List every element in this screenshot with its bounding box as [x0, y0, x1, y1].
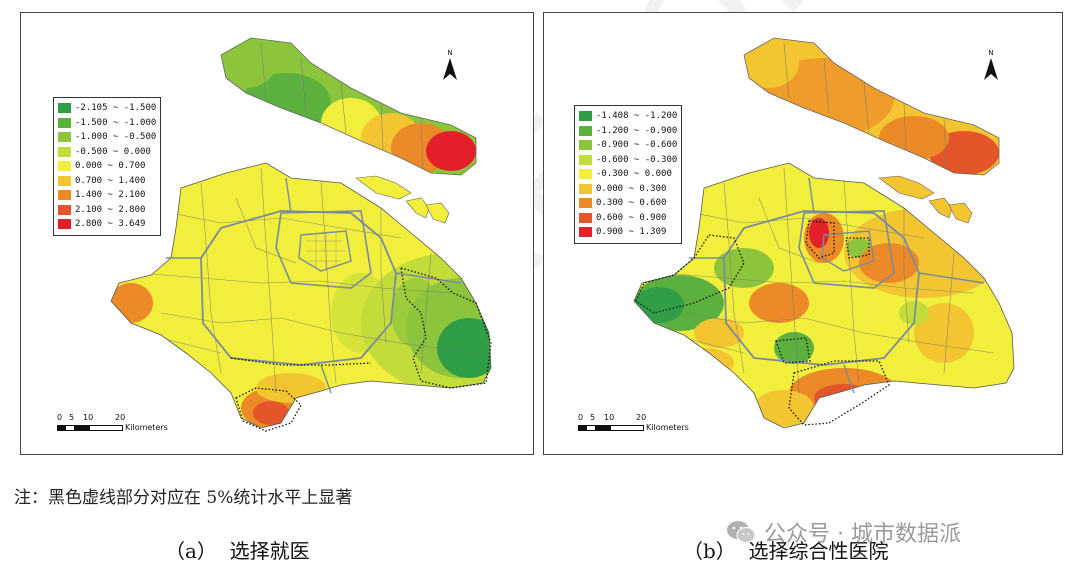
figure-note: 注：黑色虚线部分对应在 5%统计水平上显著: [14, 488, 353, 508]
north-label: N: [988, 49, 994, 57]
scale-tick: 5: [69, 413, 75, 422]
wechat-label: 公众号 · 城市数据派: [764, 522, 961, 547]
legend-row: -1.500 ~ -1.000: [58, 116, 156, 131]
north-arrow-icon: [443, 58, 457, 80]
legend-swatch: [579, 140, 592, 151]
legend-row: 2.100 ~ 2.800: [58, 203, 156, 218]
legend-label: 0.600 ~ 0.900: [596, 212, 667, 223]
legend-swatch: [58, 219, 71, 230]
wechat-source: 公众号 · 城市数据派: [726, 516, 961, 548]
legend-label: 0.000 ~ 0.700: [75, 161, 146, 172]
legend-label: -1.000 ~ -0.500: [75, 132, 157, 143]
legend-row: -1.000 ~ -0.500: [58, 130, 156, 145]
legend-row: -0.500 ~ 0.000: [58, 145, 156, 160]
legend-label: 0.700 ~ 1.400: [75, 175, 146, 186]
north-arrow: N: [982, 49, 1000, 80]
scale-bar-graphic: [578, 424, 644, 431]
map-b: [633, 37, 1015, 429]
legend-swatch: [58, 175, 71, 186]
legend-label: -0.500 ~ 0.000: [75, 146, 151, 157]
caption-b: （b） 选择综合性医院: [683, 539, 889, 563]
legend-label: -0.900 ~ -0.600: [596, 140, 678, 151]
scale-bar: 0 5 10 20 Kilometers: [578, 413, 698, 432]
scale-tick: 10: [604, 413, 615, 422]
legend-row: 0.000 ~ 0.300: [579, 182, 677, 197]
legend-swatch: [58, 117, 71, 128]
legend-label: -1.200 ~ -0.900: [596, 125, 678, 136]
map-a: [110, 37, 492, 432]
legend-swatch: [579, 183, 592, 194]
legend-swatch: [58, 161, 71, 172]
legend-swatch: [58, 132, 71, 143]
scale-tick: 20: [636, 413, 647, 422]
legend-swatch: [579, 125, 592, 136]
legend-label: -0.300 ~ 0.000: [596, 169, 672, 180]
legend-swatch: [58, 204, 71, 215]
caption-a: （a） 选择就医: [165, 539, 310, 563]
legend-swatch: [579, 169, 592, 180]
legend-label: 2.100 ~ 2.800: [75, 204, 146, 215]
legend-row: 1.400 ~ 2.100: [58, 188, 156, 203]
map-panel-b: -1.408 ~ -1.200 -1.200 ~ -0.900 -0.900 ~…: [543, 12, 1063, 455]
legend-row: -1.200 ~ -0.900: [579, 124, 677, 139]
legend-row: -0.900 ~ -0.600: [579, 138, 677, 153]
legend-swatch: [58, 103, 71, 114]
scale-tick: 10: [83, 413, 94, 422]
legend-label: -1.408 ~ -1.200: [596, 111, 678, 122]
legend-label: -2.105 ~ -1.500: [75, 103, 157, 114]
legend-b: -1.408 ~ -1.200 -1.200 ~ -0.900 -0.900 ~…: [574, 105, 683, 244]
legend-swatch: [579, 212, 592, 223]
north-arrow: N: [441, 49, 459, 80]
legend-row: 0.300 ~ 0.600: [579, 196, 677, 211]
scale-bar: 0 5 10 20 Kilometers: [57, 413, 177, 432]
legend-row: -0.600 ~ -0.300: [579, 153, 677, 168]
wechat-icon: [727, 521, 756, 543]
legend-label: -0.600 ~ -0.300: [596, 154, 678, 165]
legend-row: 0.600 ~ 0.900: [579, 211, 677, 226]
north-label: N: [447, 49, 453, 57]
legend-swatch: [58, 146, 71, 157]
legend-row: -1.408 ~ -1.200: [579, 109, 677, 124]
legend-a: -2.105 ~ -1.500 -1.500 ~ -1.000 -1.000 ~…: [53, 97, 162, 236]
scale-tick: 20: [115, 413, 126, 422]
map-panel-a: -2.105 ~ -1.500 -1.500 ~ -1.000 -1.000 ~…: [20, 12, 534, 455]
legend-label: 2.800 ~ 3.649: [75, 219, 146, 230]
legend-label: -1.500 ~ -1.000: [75, 117, 157, 128]
legend-row: 0.000 ~ 0.700: [58, 159, 156, 174]
north-arrow-icon: [984, 58, 998, 80]
legend-swatch: [58, 190, 71, 201]
legend-label: 0.900 ~ 1.309: [596, 227, 667, 238]
scale-unit: Kilometers: [125, 423, 168, 432]
legend-swatch: [579, 198, 592, 209]
scale-unit: Kilometers: [646, 423, 689, 432]
legend-row: 2.800 ~ 3.649: [58, 217, 156, 232]
scale-tick: 0: [57, 413, 63, 422]
scale-bar-graphic: [57, 424, 123, 431]
legend-label: 1.400 ~ 2.100: [75, 190, 146, 201]
scale-tick: 0: [578, 413, 584, 422]
scale-tick: 5: [590, 413, 596, 422]
legend-label: 0.300 ~ 0.600: [596, 198, 667, 209]
legend-row: 0.900 ~ 1.309: [579, 225, 677, 240]
legend-swatch: [579, 227, 592, 238]
legend-row: -0.300 ~ 0.000: [579, 167, 677, 182]
legend-row: -2.105 ~ -1.500: [58, 101, 156, 116]
legend-swatch: [579, 154, 592, 165]
legend-row: 0.700 ~ 1.400: [58, 174, 156, 189]
legend-swatch: [579, 111, 592, 122]
legend-label: 0.000 ~ 0.300: [596, 183, 667, 194]
